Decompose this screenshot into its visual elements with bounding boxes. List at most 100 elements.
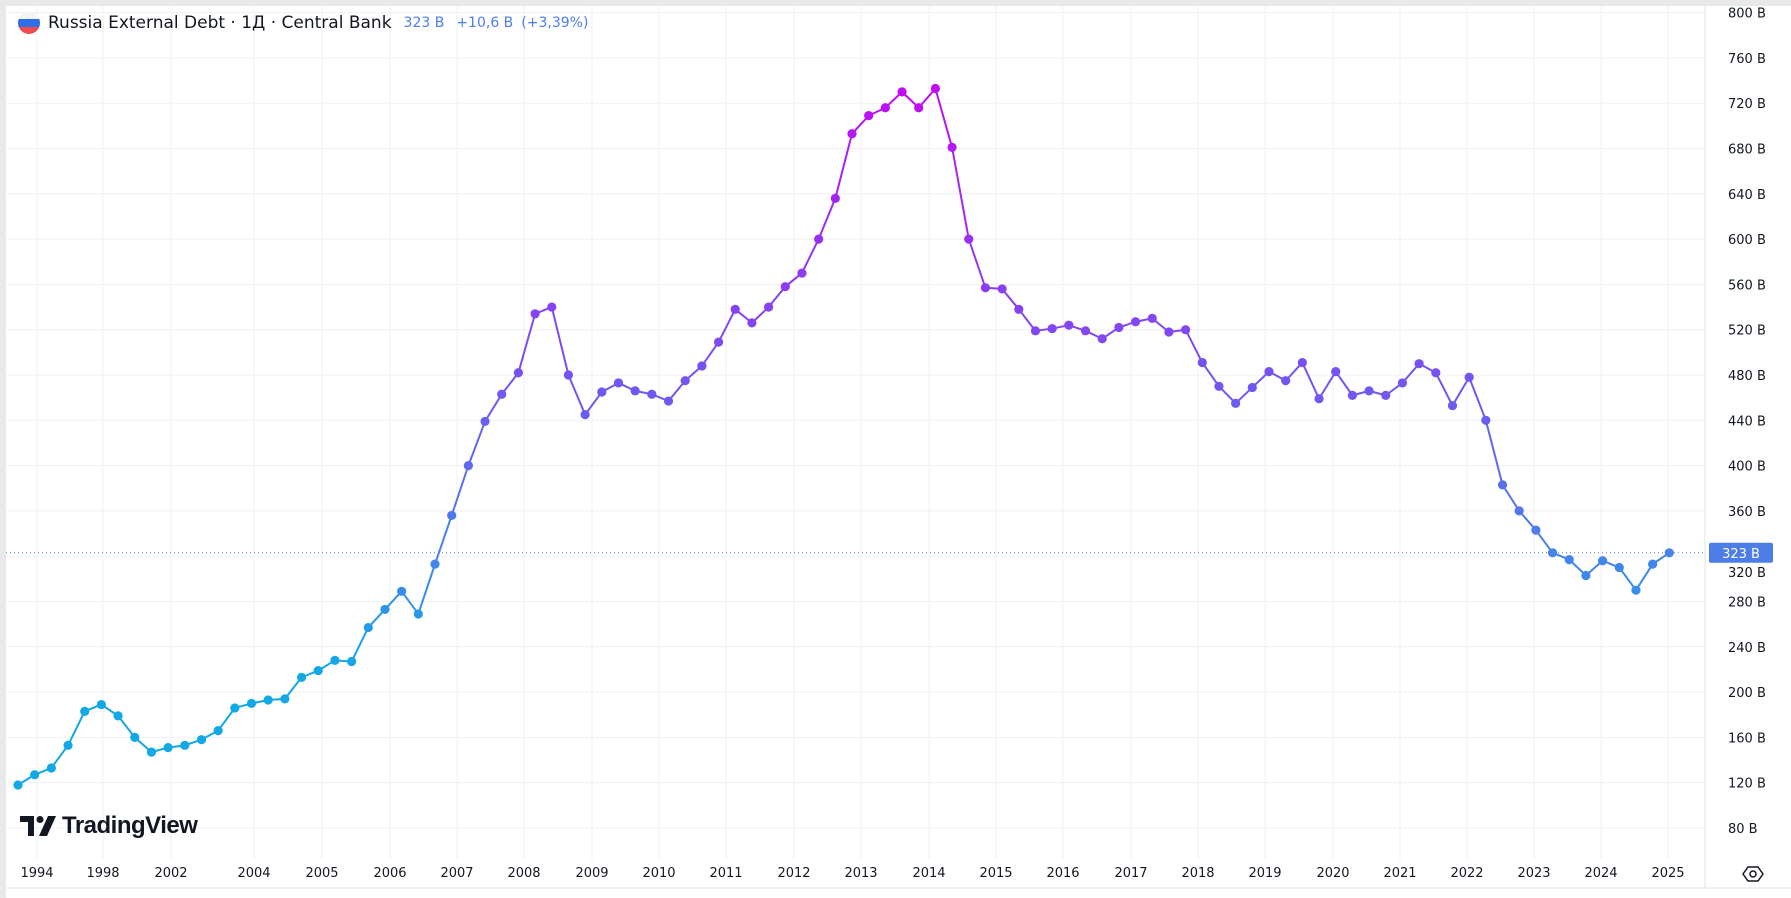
x-tick-label: 2015 [979, 866, 1012, 881]
series-segment [467, 421, 486, 466]
data-point [380, 604, 390, 615]
y-tick-label: 160 B [1728, 731, 1766, 746]
data-point [930, 83, 941, 94]
x-tick-label: 2006 [373, 866, 406, 881]
x-tick-label: 2008 [507, 866, 540, 881]
price-axis[interactable]: 800 B 760 B 720 B 680 B 640 B 600 B 560 B 520 B… [1728, 7, 1766, 837]
data-point [864, 111, 874, 121]
data-point [1297, 357, 1307, 368]
data-point [1564, 554, 1574, 565]
data-point [30, 770, 40, 780]
data-point [80, 706, 90, 716]
data-point [413, 609, 423, 619]
symbol-title[interactable]: Russia External Debt · 1Д · Central Bank [48, 13, 392, 33]
data-point [1414, 359, 1424, 369]
data-point [764, 302, 774, 312]
series-segment [1434, 372, 1454, 407]
series-segment [567, 374, 587, 416]
series-segment [1201, 361, 1220, 387]
x-tick-label: 2018 [1181, 866, 1214, 881]
data-point [213, 726, 223, 736]
data-point [196, 735, 207, 745]
series-segment [701, 341, 720, 367]
y-tick-label: 560 B [1728, 278, 1766, 293]
y-tick-label: 760 B [1728, 52, 1766, 67]
y-tick-label: 400 B [1728, 460, 1766, 475]
data-point [1164, 327, 1174, 337]
y-tick-label: 80 B [1728, 822, 1758, 837]
data-point [1030, 326, 1041, 336]
data-point [1130, 317, 1141, 327]
data-point [1397, 378, 1408, 388]
data-point [397, 586, 407, 596]
data-point [713, 337, 724, 347]
data-point [530, 309, 540, 319]
tradingview-logo-icon [20, 816, 56, 836]
legend[interactable]: Russia External Debt · 1Д · Central Bank… [18, 12, 588, 34]
data-point [246, 698, 257, 709]
y-tick-label: 320 B [1728, 566, 1766, 581]
series-segment [584, 391, 603, 416]
series-segment [350, 627, 370, 662]
series-segment [817, 197, 837, 240]
data-point [113, 711, 123, 721]
data-point [330, 655, 340, 665]
data-point [680, 376, 690, 386]
data-point [1314, 394, 1324, 404]
x-tick-label: 1998 [86, 866, 119, 881]
last-value: 323 B [403, 15, 445, 31]
data-point [430, 559, 440, 569]
x-tick-label: 2007 [440, 866, 473, 881]
data-point [1214, 381, 1224, 391]
data-point [1381, 390, 1391, 400]
data-point [1197, 357, 1207, 368]
data-point [697, 361, 707, 371]
data-point [1247, 382, 1257, 393]
data-point [1014, 304, 1024, 314]
last-price-label: 323 B [1709, 542, 1773, 563]
x-tick-label: 2016 [1046, 866, 1079, 881]
data-point [1064, 320, 1074, 330]
data-point [947, 142, 957, 152]
series-segment [951, 147, 970, 240]
data-point [230, 703, 240, 713]
data-point [447, 510, 457, 521]
time-axis[interactable]: 1994 1998 2002 2004 2005 2006 2007 2008 2009 2010… [20, 866, 1684, 881]
series-segment [1635, 563, 1654, 591]
data-point [1431, 368, 1441, 378]
series-segment [1334, 371, 1354, 396]
data-point [513, 368, 524, 378]
series-segment [217, 707, 236, 732]
x-tick-label: 2024 [1584, 866, 1617, 881]
data-point [830, 193, 840, 203]
x-tick-label: 2012 [777, 866, 810, 881]
y-tick-label: 240 B [1728, 641, 1766, 656]
series-segment [1184, 329, 1204, 363]
x-tick-label: 2021 [1383, 866, 1416, 881]
x-tick-label: 1994 [20, 866, 53, 881]
data-point [1514, 506, 1524, 516]
settings-icon[interactable] [1741, 864, 1765, 884]
tradingview-logo[interactable]: TradingView [20, 812, 198, 840]
y-tick-label: 640 B [1728, 188, 1766, 203]
series-segment [1484, 420, 1504, 486]
series-segment [434, 515, 453, 565]
y-tick-label: 680 B [1728, 143, 1766, 158]
change-percent: (+3,39%) [521, 15, 589, 31]
data-point [1547, 548, 1558, 558]
data-point [1531, 525, 1541, 535]
series-segment [1301, 362, 1320, 400]
series-segment [834, 133, 853, 199]
series-segment [517, 313, 537, 374]
data-point [363, 622, 373, 633]
data-point [1114, 322, 1124, 333]
y-tick-label: 120 B [1728, 777, 1766, 792]
series-segment [484, 393, 503, 422]
y-tick-label: 280 B [1728, 596, 1766, 611]
data-point [96, 699, 106, 710]
data-point [780, 282, 790, 292]
data-point [914, 103, 924, 113]
series-segment [450, 465, 470, 516]
